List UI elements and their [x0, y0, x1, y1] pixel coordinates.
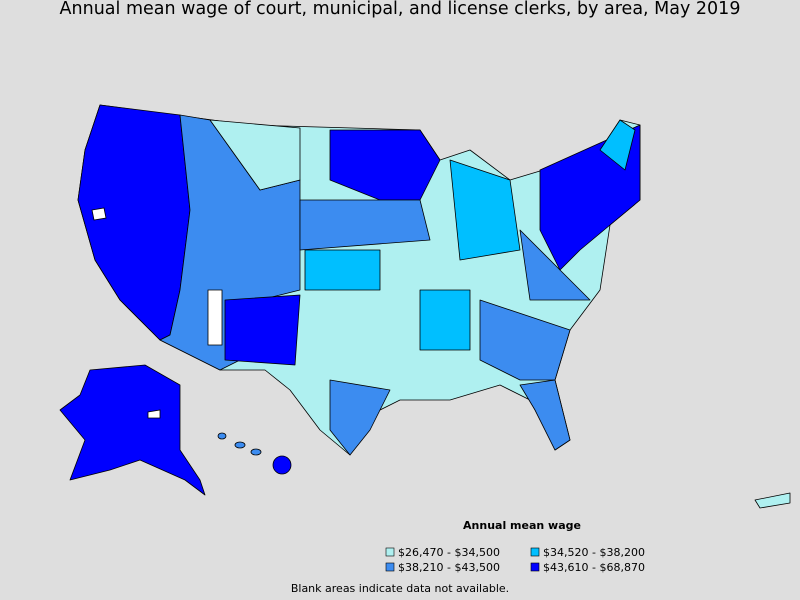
region: [519, 379, 571, 451]
region: [519, 229, 591, 301]
legend-label: $34,520 - $38,200: [543, 546, 645, 559]
legend-label: $38,210 - $43,500: [398, 561, 500, 574]
hawaii: [272, 455, 292, 475]
map-title: Annual mean wage of court, municipal, an…: [60, 0, 741, 19]
legend-items: $26,470 - $34,500 $34,520 - $38,200 $38,21…: [385, 546, 645, 574]
region: [299, 199, 431, 251]
region: [329, 379, 391, 456]
region: [449, 159, 521, 261]
hawaii: [250, 448, 262, 456]
region: [209, 119, 301, 191]
region: [304, 249, 381, 291]
blank-area: [147, 409, 161, 419]
region: [479, 299, 571, 381]
map: [59, 104, 791, 509]
region: [599, 119, 636, 171]
legend-swatch: [530, 562, 540, 572]
region: [419, 289, 471, 351]
legend: Annual mean wage $26,470 - $34,500 $34,52…: [385, 519, 645, 574]
region: [77, 104, 191, 341]
legend-swatch: [385, 547, 395, 557]
puerto-rico: [754, 492, 791, 509]
legend-label: $43,610 - $68,870: [543, 561, 645, 574]
legend-swatch: [530, 547, 540, 557]
blank-area: [207, 289, 223, 346]
blank-area: [91, 207, 107, 221]
hawaii: [217, 432, 227, 440]
alaska: [59, 364, 206, 496]
hawaii: [234, 441, 246, 449]
legend-title: Annual mean wage: [463, 519, 581, 532]
legend-label: $26,470 - $34,500: [398, 546, 500, 559]
region: [224, 294, 301, 366]
note: Blank areas indicate data not available.: [291, 582, 509, 595]
legend-swatch: [385, 562, 395, 572]
